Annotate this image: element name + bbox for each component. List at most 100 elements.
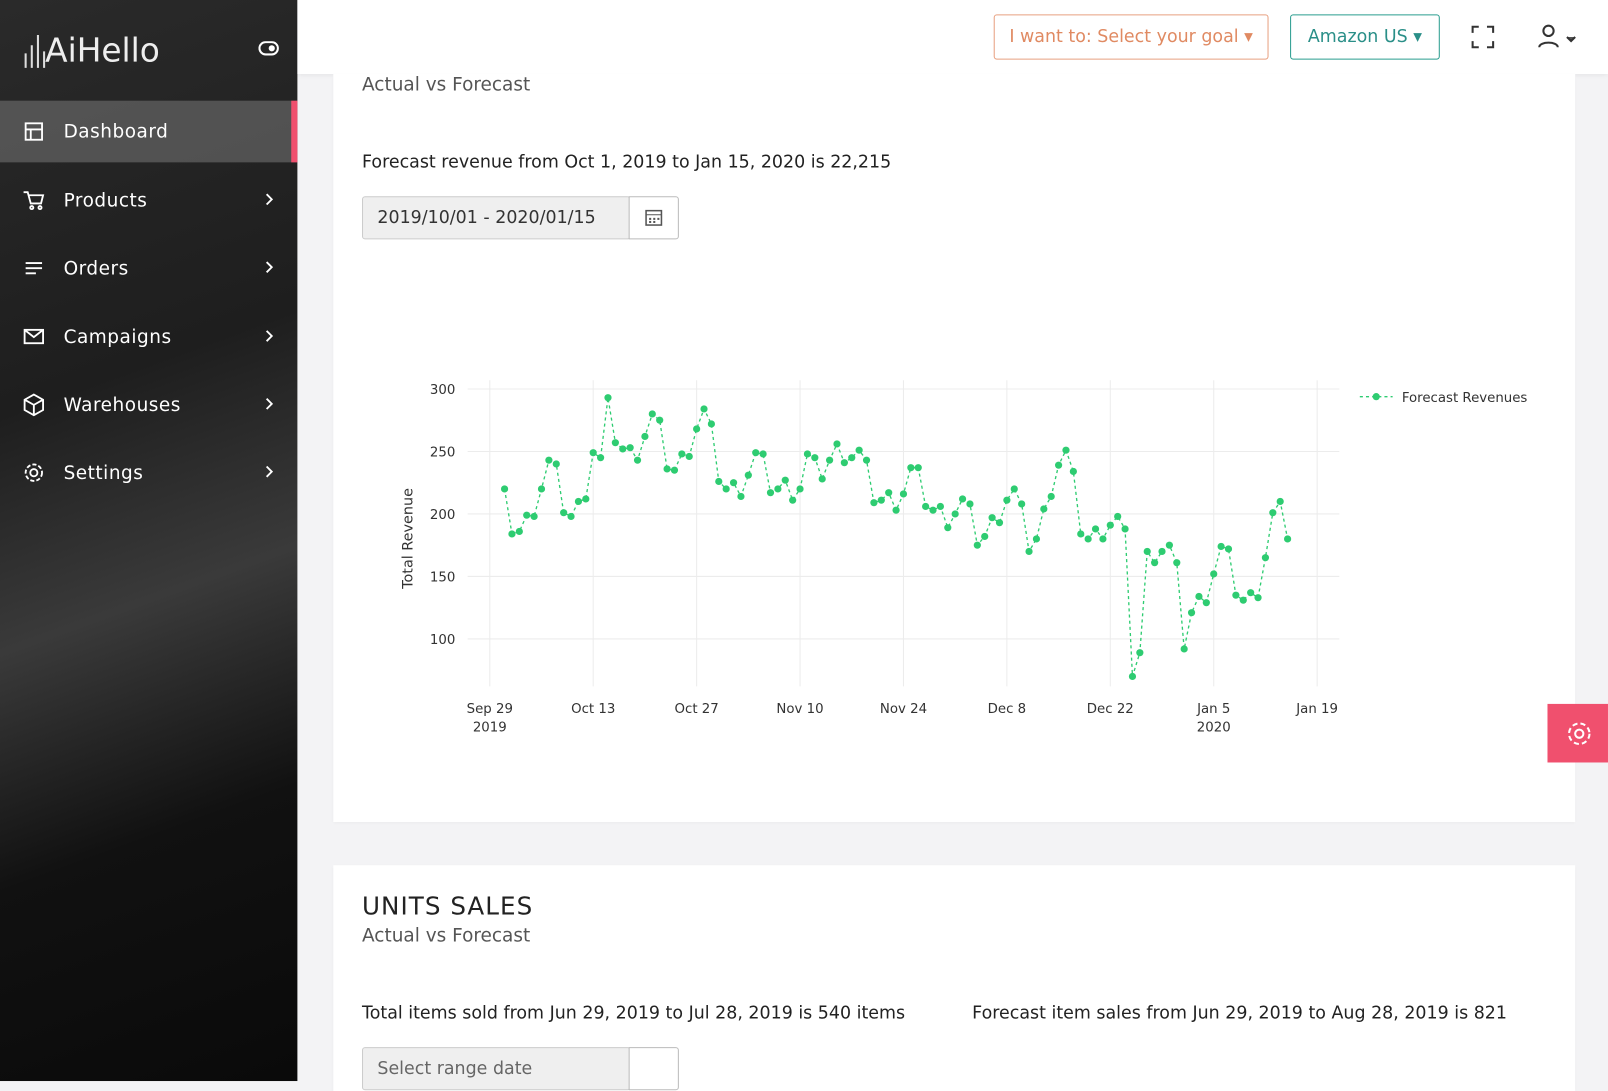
- x-tick-label: Oct 13: [571, 701, 616, 718]
- point: [1232, 591, 1240, 599]
- point: [1018, 500, 1026, 508]
- point: [951, 510, 959, 518]
- point: [899, 490, 908, 498]
- y-tick-label: 200: [430, 508, 455, 523]
- nav-label: Warehouses: [63, 394, 181, 416]
- point: [1084, 535, 1092, 543]
- point: [1180, 645, 1188, 653]
- point: [560, 509, 568, 517]
- point: [1165, 541, 1173, 549]
- point: [1224, 545, 1233, 553]
- point: [752, 449, 760, 457]
- y-tick-label: 300: [430, 383, 455, 398]
- point: [877, 496, 885, 504]
- nav-item[interactable]: Campaigns: [0, 306, 297, 368]
- point: [1143, 547, 1151, 556]
- point: [1114, 512, 1122, 521]
- point: [1217, 542, 1225, 551]
- point: [862, 456, 871, 464]
- point: [678, 450, 686, 458]
- point: [818, 475, 826, 483]
- point: [1091, 525, 1100, 533]
- point: [1040, 505, 1048, 513]
- point: [597, 454, 605, 462]
- point: [589, 449, 597, 457]
- point: [1239, 596, 1247, 604]
- point: [700, 405, 708, 413]
- x-tick-label: Sep 29 2019: [466, 701, 513, 736]
- x-tick-label: Nov 24: [879, 701, 928, 718]
- point: [633, 456, 642, 464]
- y-tick-label: 150: [430, 571, 455, 586]
- card-subtitle: Actual vs Forecast: [362, 73, 531, 96]
- market-button[interactable]: Amazon US ▾: [1290, 14, 1440, 60]
- point: [833, 440, 841, 448]
- point: [958, 495, 967, 503]
- point: [1010, 485, 1018, 493]
- legend-swatch: [1372, 393, 1380, 401]
- point: [744, 471, 752, 479]
- point: [1284, 535, 1292, 543]
- point: [1187, 609, 1196, 617]
- point: [1099, 535, 1107, 543]
- point: [870, 499, 878, 507]
- x-tick-label: Jan 5 2020: [1196, 701, 1231, 736]
- calendar-button[interactable]: [628, 196, 679, 240]
- point: [663, 465, 671, 473]
- goal-button[interactable]: I want to: Select your goal ▾: [993, 14, 1269, 60]
- point: [885, 489, 893, 497]
- point: [693, 425, 701, 433]
- settings-fab[interactable]: [1547, 703, 1608, 763]
- user-icon[interactable]: [1536, 23, 1579, 52]
- x-tick-label: Nov 10: [776, 701, 824, 718]
- point: [914, 464, 922, 472]
- nav-item[interactable]: Settings: [0, 442, 297, 504]
- point: [1247, 589, 1255, 597]
- point: [508, 530, 516, 538]
- point: [848, 454, 856, 462]
- point: [1173, 559, 1181, 567]
- point: [840, 459, 848, 467]
- point: [936, 502, 944, 511]
- point: [1062, 446, 1070, 454]
- point: [552, 460, 560, 468]
- y-tick-label: 250: [430, 446, 455, 461]
- point: [929, 506, 937, 514]
- point: [1077, 530, 1085, 538]
- point: [1210, 570, 1218, 578]
- point: [670, 466, 679, 474]
- nav-item[interactable]: Warehouses: [0, 374, 297, 436]
- point: [1254, 594, 1262, 602]
- nav-item[interactable]: Orders: [0, 237, 297, 299]
- date-input[interactable]: 2019/10/01 - 2020/01/15: [362, 196, 631, 240]
- point: [545, 456, 553, 464]
- card-subtitle: Actual vs Forecast: [362, 924, 531, 947]
- fullscreen-icon[interactable]: [1471, 25, 1496, 50]
- nav-item[interactable]: Products: [0, 170, 297, 232]
- point: [1055, 461, 1063, 469]
- point: [1261, 554, 1270, 562]
- nav-item[interactable]: Dashboard: [0, 100, 298, 163]
- point: [626, 444, 634, 452]
- nav-label: Orders: [63, 257, 129, 279]
- point: [973, 541, 981, 549]
- x-tick-label: Jan 19: [1296, 701, 1339, 718]
- point: [922, 502, 930, 511]
- point: [892, 506, 900, 514]
- card-summary: Forecast item sales from Jun 29, 2019 to…: [972, 1002, 1507, 1024]
- point: [1106, 521, 1114, 529]
- point: [826, 456, 834, 464]
- point: [729, 479, 738, 487]
- point: [715, 477, 723, 486]
- x-tick-label: Oct 27: [674, 701, 719, 718]
- point: [537, 485, 546, 493]
- nav-label: Campaigns: [63, 326, 172, 348]
- point: [523, 511, 531, 519]
- nav-label: Products: [63, 189, 148, 212]
- point: [1276, 497, 1284, 506]
- toggle-icon[interactable]: [258, 41, 279, 56]
- point: [907, 464, 915, 472]
- point: [995, 519, 1004, 527]
- point: [722, 485, 730, 493]
- point: [1025, 547, 1033, 556]
